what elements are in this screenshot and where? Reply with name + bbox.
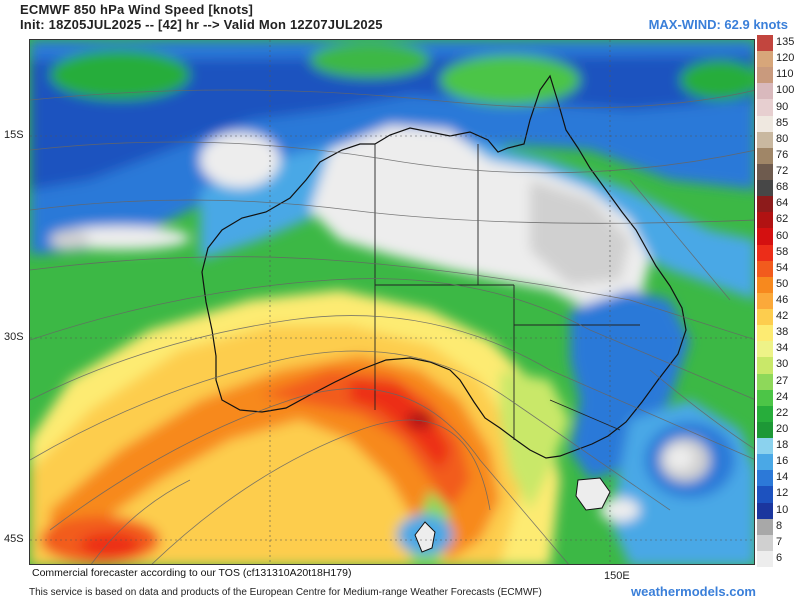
colorbar-segment-110: [757, 67, 773, 84]
colorbar-label-10: 10: [776, 503, 789, 516]
colorbar-segment-18: [757, 438, 773, 455]
max-wind-label: MAX-WIND: 62.9 knots: [648, 17, 788, 32]
colorbar-segment-27: [757, 373, 773, 391]
colorbar-segment-58: [757, 244, 773, 262]
colorbar-segment-68: [757, 180, 773, 197]
colorbar-segment-10: [757, 502, 773, 520]
colorbar-label-90: 90: [776, 100, 789, 113]
colorbar-segment-14: [757, 470, 773, 487]
lon-label-150e: 150E: [604, 570, 630, 582]
colorbar-segment-120: [757, 51, 773, 68]
tasmania-outline: [575, 477, 611, 511]
colorbar-segment-72: [757, 163, 773, 181]
colorbar-label-135: 135: [776, 36, 795, 49]
colorbar-segment-62: [757, 212, 773, 229]
lat-label-15s: 15S: [4, 129, 24, 141]
graticule: [30, 40, 754, 564]
colorbar-segment-7: [757, 534, 773, 552]
colorbar-label-62: 62: [776, 213, 789, 226]
colorbar-segment-135: [757, 35, 773, 52]
colorbar-label-7: 7: [776, 535, 783, 548]
new-zealand-outline: [414, 521, 436, 553]
colorbar-label-24: 24: [776, 390, 789, 403]
wind-speed-map: [29, 39, 755, 565]
colorbar-segment-8: [757, 518, 773, 536]
colorbar-label-38: 38: [776, 326, 789, 339]
colorbar-segment-64: [757, 196, 773, 213]
colorbar-label-14: 14: [776, 471, 789, 484]
ecmwf-attribution: This service is based on data and produc…: [29, 587, 542, 598]
state-borders: [374, 144, 640, 440]
colorbar-label-85: 85: [776, 116, 789, 129]
streamlines: [30, 89, 754, 564]
colorbar-label-6: 6: [776, 551, 783, 564]
colorbar-label-64: 64: [776, 197, 789, 210]
colorbar-label-80: 80: [776, 132, 789, 145]
colorbar-label-34: 34: [776, 342, 789, 355]
colorbar-segment-6: [757, 550, 773, 568]
australia-coastline: [201, 74, 687, 459]
colorbar-segment-85: [757, 115, 773, 133]
colorbar-segment-80: [757, 131, 773, 149]
forecast-init-valid-line: Init: 18Z05JUL2025 -- [42] hr --> Valid …: [20, 17, 383, 32]
wind-field-shading: [30, 40, 754, 564]
colorbar-segment-34: [757, 341, 773, 358]
tos-notice: Commercial forecaster according to our T…: [29, 567, 355, 579]
colorbar-label-58: 58: [776, 245, 789, 258]
colorbar-segment-38: [757, 325, 773, 342]
colorbar-label-100: 100: [776, 84, 795, 97]
colorbar-segment-42: [757, 309, 773, 326]
colorbar-segment-100: [757, 83, 773, 100]
colorbar-label-42: 42: [776, 310, 789, 323]
colorbar-label-27: 27: [776, 374, 789, 387]
colorbar-segment-76: [757, 147, 773, 165]
colorbar-label-18: 18: [776, 439, 789, 452]
colorbar-segment-12: [757, 486, 773, 503]
colorbar-label-50: 50: [776, 277, 789, 290]
map-title: ECMWF 850 hPa Wind Speed [knots]: [20, 2, 254, 17]
colorbar-label-46: 46: [776, 294, 789, 306]
colorbar-label-12: 12: [776, 487, 789, 500]
colorbar-segment-54: [757, 260, 773, 278]
colorbar-segment-16: [757, 454, 773, 471]
colorbar-segment-90: [757, 99, 773, 117]
colorbar-label-72: 72: [776, 165, 789, 178]
colorbar-label-120: 120: [776, 52, 795, 65]
brand-link[interactable]: weathermodels.com: [631, 584, 756, 599]
wind-speed-colorbar: [757, 35, 773, 568]
colorbar-label-54: 54: [776, 261, 789, 274]
colorbar-label-110: 110: [776, 68, 794, 81]
colorbar-label-16: 16: [776, 455, 789, 468]
colorbar-segment-30: [757, 357, 773, 375]
colorbar-label-20: 20: [776, 422, 789, 435]
colorbar-label-68: 68: [776, 181, 789, 194]
lat-label-45s: 45S: [4, 533, 24, 545]
colorbar-label-8: 8: [776, 519, 783, 532]
lat-label-30s: 30S: [4, 331, 24, 343]
colorbar-label-22: 22: [776, 406, 789, 419]
colorbar-segment-60: [757, 228, 773, 246]
colorbar-label-76: 76: [776, 148, 789, 161]
colorbar-segment-46: [757, 292, 773, 310]
colorbar-label-30: 30: [776, 358, 789, 371]
colorbar-segment-20: [757, 421, 773, 439]
colorbar-segment-50: [757, 276, 773, 294]
colorbar-segment-24: [757, 389, 773, 407]
colorbar-segment-22: [757, 405, 773, 423]
colorbar-label-60: 60: [776, 229, 789, 242]
